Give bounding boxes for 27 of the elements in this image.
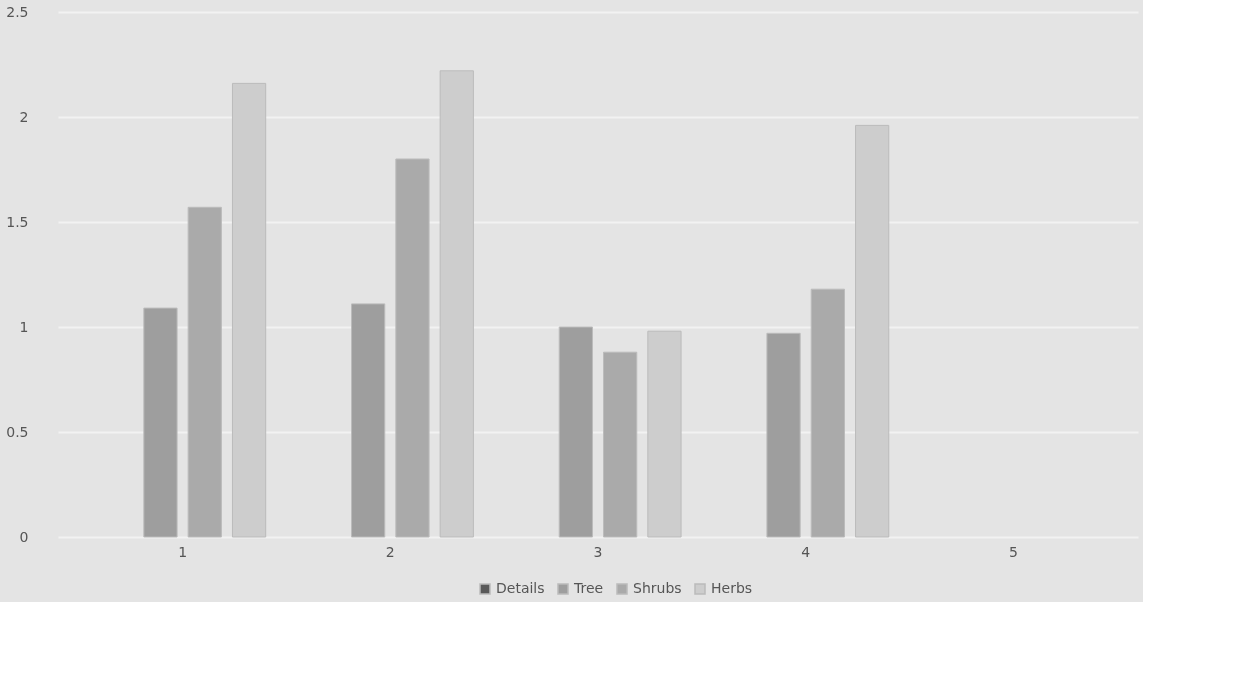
bar xyxy=(439,70,474,538)
y-tick-label: 1.5 xyxy=(6,213,29,230)
bar xyxy=(558,326,593,538)
bar xyxy=(810,288,845,538)
y-tick-label: 0.5 xyxy=(6,423,29,440)
legend-label: Shrubs xyxy=(633,580,682,596)
legend-label: Details xyxy=(496,580,545,596)
legend-label: Tree xyxy=(573,580,604,596)
bar xyxy=(603,351,638,538)
bar xyxy=(647,330,682,538)
x-tick-label: 5 xyxy=(1008,543,1018,560)
y-tick-label: 0 xyxy=(19,528,29,545)
bar xyxy=(855,124,890,538)
bar xyxy=(395,158,430,538)
bar xyxy=(143,307,178,538)
x-tick-label: 1 xyxy=(178,543,188,560)
legend-label: Herbs xyxy=(711,580,753,596)
x-tick-label: 4 xyxy=(801,543,811,560)
y-tick-label: 2 xyxy=(19,108,29,125)
x-tick-label: 2 xyxy=(385,543,395,560)
bar xyxy=(766,332,801,538)
bar xyxy=(187,206,222,538)
bar xyxy=(231,82,267,538)
y-tick-label: 1 xyxy=(19,318,29,335)
x-tick-label: 3 xyxy=(593,543,603,560)
bar xyxy=(351,303,386,538)
y-tick-label: 2.5 xyxy=(6,3,29,20)
